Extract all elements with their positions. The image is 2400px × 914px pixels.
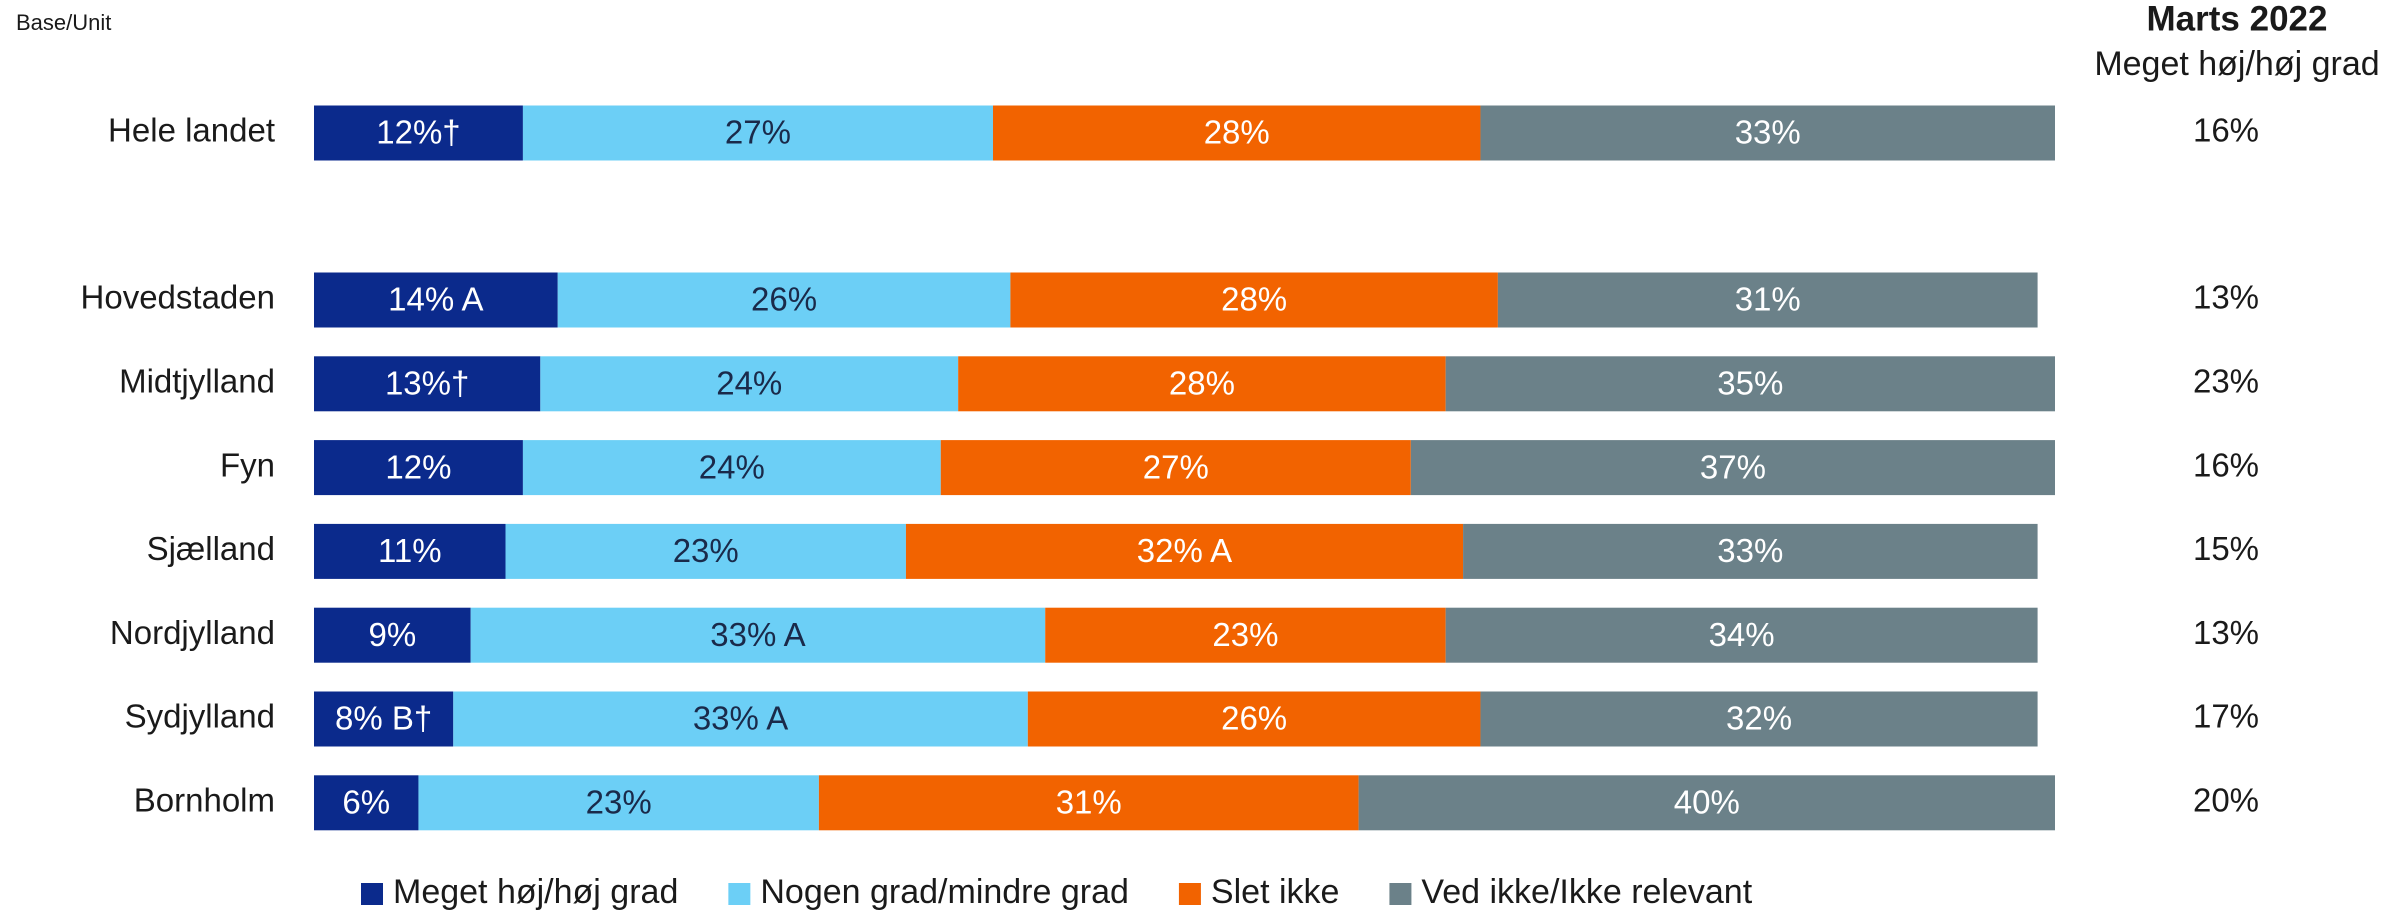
value-label: 34% [1709,616,1775,653]
legend-label: Ved ikke/Ikke relevant [1421,873,1752,911]
side-column-subtitle: Meget høj/høj grad [2094,45,2379,83]
value-label: 28% [1221,281,1287,318]
value-label: 26% [751,281,817,318]
bar-segment [1045,607,1446,663]
bar-segment [1480,105,2055,161]
category-label: Sydjylland [125,698,275,735]
value-label: 23% [586,784,652,821]
bar-segment [314,105,523,161]
legend-label: Meget høj/høj grad [393,873,678,911]
bar-segment [522,440,941,496]
value-label: 31% [1056,784,1122,821]
category-label: Midtjylland [119,363,275,400]
value-label: 27% [1143,448,1209,485]
bar-segment [540,356,959,412]
side-column-value: 23% [2193,363,2259,400]
value-label: 12%† [376,114,460,151]
bar-segment [958,356,1446,412]
value-label: 6% [342,784,390,821]
side-column-value: 20% [2193,782,2259,819]
value-label: 32% A [1137,532,1232,569]
value-label: 28% [1204,114,1270,151]
bar-segment [940,440,1411,496]
value-label: 24% [699,448,765,485]
bar-segment [1480,691,2038,747]
value-label: 23% [1212,616,1278,653]
bar-segment [1010,272,1498,328]
bar-segment [314,356,541,412]
value-label: 33% A [710,616,805,653]
bar-segment [314,272,558,328]
value-label: 40% [1674,784,1740,821]
value-label: 26% [1221,700,1287,737]
side-column-value: 13% [2193,279,2259,316]
bar-segment [453,691,1028,747]
legend-swatch [1389,883,1412,905]
bar-segment [1027,691,1481,747]
value-label: 35% [1717,365,1783,402]
legend-label: Nogen grad/mindre grad [760,873,1129,911]
value-label: 33% [1735,114,1801,151]
side-column-value: 17% [2193,698,2259,735]
side-column-value: 16% [2193,112,2259,149]
legend-swatch [1178,883,1201,905]
value-label: 33% A [693,700,788,737]
category-label: Nordjylland [110,614,275,651]
bar-segment [557,272,1011,328]
bar-segment [1463,523,2038,579]
value-label: 33% [1717,532,1783,569]
side-column-value: 13% [2193,614,2259,651]
bar-segment [818,775,1359,831]
value-label: 11% [378,532,442,569]
category-label: Bornholm [134,782,275,819]
bar-segment [314,775,419,831]
value-label: 12% [385,448,451,485]
bar-segment [1358,775,2055,831]
bar-segment [905,523,1464,579]
bar-segment [1445,607,2038,663]
bar-segment [418,775,819,831]
value-label: 23% [673,532,739,569]
bar-segment [522,105,993,161]
value-label: 32% [1726,700,1792,737]
legend-swatch [361,883,383,905]
bar-segment [505,523,906,579]
bar-segment [992,105,1481,161]
value-label: 31% [1735,281,1801,318]
legend-swatch [728,883,751,905]
bar-segment [1445,356,2055,412]
value-label: 8% B† [335,700,432,737]
side-column-value: 16% [2193,446,2259,483]
bar-segment [314,607,471,663]
value-label: 27% [725,114,791,151]
category-label: Hovedstaden [81,279,275,316]
value-label: 24% [716,365,782,402]
side-column-title: Marts 2022 [2147,0,2328,38]
bar-segment [314,440,523,496]
legend-label: Slet ikke [1211,873,1340,911]
bar-segment [1410,440,2055,496]
category-label: Sjælland [147,530,275,567]
value-label: 13%† [385,365,469,402]
bar-segment [1497,272,2038,328]
category-label: Hele landet [108,112,275,149]
value-label: 14% A [388,281,483,318]
corner-label: Base/Unit [16,10,111,35]
value-label: 37% [1700,448,1766,485]
value-label: 9% [368,616,416,653]
side-column-value: 15% [2193,530,2259,567]
category-label: Fyn [220,446,275,483]
bar-segment [314,691,454,747]
bar-segment [314,523,506,579]
value-label: 28% [1169,365,1235,402]
bar-segment [470,607,1046,663]
